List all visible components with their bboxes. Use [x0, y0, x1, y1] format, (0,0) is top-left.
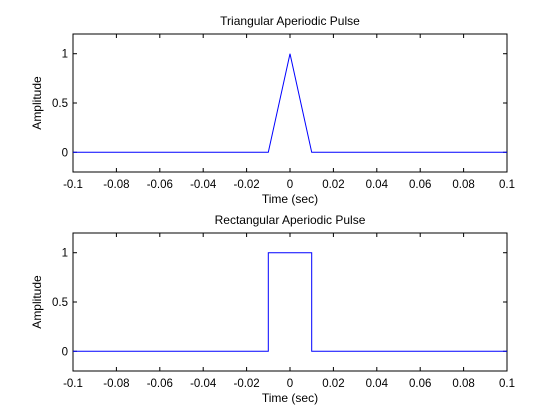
x-axis-label: Time (sec) — [262, 391, 318, 405]
x-tick-label: 0.02 — [322, 378, 344, 390]
x-tick-label: -0.02 — [233, 378, 259, 390]
x-tick-label: -0.1 — [63, 179, 83, 191]
chart-rectangular-pulse: -0.1 -0.08 -0.06 -0.04 -0.02 0 0.02 0.04 0.06 0.0… — [30, 213, 515, 405]
y-tick-label: 0.5 — [52, 98, 68, 110]
y-axis-label: Amplitude — [30, 275, 44, 329]
x-tick-label: 0.1 — [499, 179, 515, 191]
x-axis-label: Time (sec) — [262, 192, 318, 206]
y-tick-label: 1 — [62, 49, 68, 61]
y-axis-label: Amplitude — [30, 76, 44, 130]
x-tick-label: -0.1 — [63, 378, 83, 390]
x-tick-label: 0.08 — [452, 378, 474, 390]
x-tick-label: -0.06 — [147, 179, 173, 191]
x-tick-label: 0.06 — [409, 378, 431, 390]
y-tick-label: 0 — [62, 147, 68, 159]
chart-title: Rectangular Aperiodic Pulse — [215, 213, 366, 227]
chart-title: Triangular Aperiodic Pulse — [220, 14, 360, 28]
x-tick-label: -0.08 — [103, 378, 129, 390]
y-tick-label: 0 — [62, 346, 68, 358]
x-tick-label: -0.06 — [147, 378, 173, 390]
x-tick-label: -0.02 — [233, 179, 259, 191]
x-tick-label: 0 — [287, 378, 293, 390]
series-line — [73, 53, 507, 153]
chart-triangular-pulse: -0.1 -0.08 -0.06 -0.04 -0.02 0 0.02 0.04 0.06 0.0… — [30, 14, 515, 206]
series-line — [73, 252, 507, 352]
x-tick-label: -0.04 — [190, 179, 217, 191]
x-tick-label: 0 — [287, 179, 293, 191]
x-tick-label: 0.06 — [409, 179, 431, 191]
x-tick-label: 0.02 — [322, 179, 344, 191]
y-tick-label: 0.5 — [52, 297, 68, 309]
x-tick-label: 0.08 — [452, 179, 474, 191]
plot-area — [72, 33, 508, 173]
y-tick-label: 1 — [62, 248, 68, 260]
x-tick-label: 0.04 — [366, 378, 389, 390]
x-tick-label: 0.04 — [366, 179, 389, 191]
x-tick-label: -0.08 — [103, 179, 129, 191]
plot-area — [72, 232, 508, 372]
x-tick-label: 0.1 — [499, 378, 515, 390]
x-tick-label: -0.04 — [190, 378, 217, 390]
